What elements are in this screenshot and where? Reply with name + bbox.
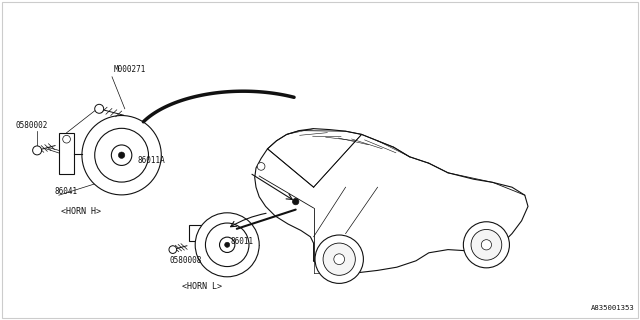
Circle shape [292,198,299,205]
Circle shape [315,235,364,284]
Text: <HORN H>: <HORN H> [61,207,101,216]
Circle shape [169,246,177,253]
Circle shape [118,152,125,158]
Circle shape [82,116,161,195]
Circle shape [220,237,235,252]
Text: 0580008: 0580008 [170,256,202,265]
Text: 86011A: 86011A [138,156,165,165]
Circle shape [463,222,509,268]
Circle shape [95,128,148,182]
Circle shape [33,146,42,155]
Circle shape [323,243,355,275]
Circle shape [205,223,249,267]
Polygon shape [59,133,74,174]
Circle shape [95,104,104,113]
Circle shape [225,242,230,247]
Circle shape [195,213,259,277]
Text: <HORN L>: <HORN L> [182,282,223,291]
Circle shape [334,254,344,265]
Circle shape [257,163,265,170]
Circle shape [63,135,70,143]
Text: 86011: 86011 [230,237,253,246]
Circle shape [111,145,132,165]
Text: M000271: M000271 [113,65,146,74]
Text: A835001353: A835001353 [591,305,635,311]
Circle shape [471,229,502,260]
Polygon shape [189,225,202,241]
Text: 0580002: 0580002 [16,121,49,130]
Text: 86041: 86041 [54,187,77,196]
Circle shape [481,240,492,250]
